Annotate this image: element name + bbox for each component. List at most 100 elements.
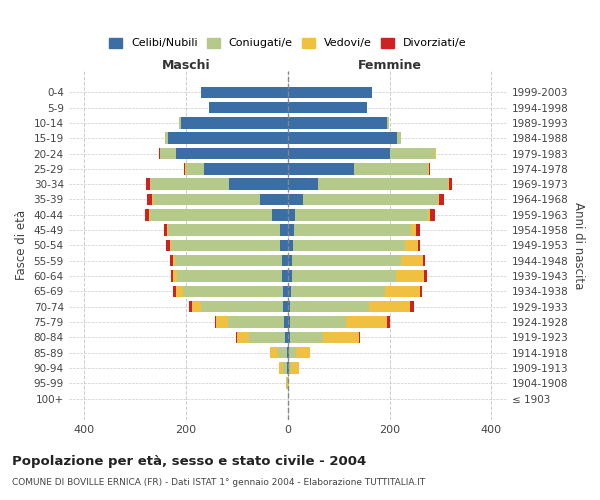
Text: Femmine: Femmine <box>358 60 422 72</box>
Bar <box>287 270 292 282</box>
Bar <box>287 194 444 205</box>
Bar <box>287 178 318 190</box>
Bar <box>260 194 287 205</box>
Bar <box>278 362 287 374</box>
Bar <box>160 148 287 160</box>
Bar <box>283 301 287 312</box>
Bar <box>287 102 367 114</box>
Bar <box>278 362 287 374</box>
Bar <box>287 286 419 297</box>
Bar <box>287 178 452 190</box>
Bar <box>287 378 289 389</box>
Bar <box>287 240 419 251</box>
Bar <box>168 224 287 236</box>
Bar <box>287 209 435 220</box>
Bar <box>287 301 369 312</box>
Bar <box>287 332 323 343</box>
Bar <box>287 224 294 236</box>
Bar <box>170 255 287 266</box>
Bar <box>287 255 292 266</box>
Text: Popolazione per età, sesso e stato civile - 2004: Popolazione per età, sesso e stato civil… <box>12 455 366 468</box>
Bar <box>283 362 287 374</box>
Bar <box>287 224 420 236</box>
Bar <box>287 347 296 358</box>
Bar <box>166 132 287 144</box>
Bar <box>167 224 287 236</box>
Bar <box>209 102 287 114</box>
Bar <box>287 255 422 266</box>
Bar <box>287 86 372 98</box>
Bar <box>190 301 287 312</box>
Bar <box>287 86 372 98</box>
Bar <box>287 362 291 374</box>
Bar <box>287 209 430 220</box>
Bar <box>287 347 289 358</box>
Bar <box>287 132 397 144</box>
Bar <box>283 286 287 297</box>
Bar <box>284 316 287 328</box>
Bar <box>209 102 287 114</box>
Bar <box>287 362 299 374</box>
Bar <box>153 194 287 205</box>
Bar <box>209 102 287 114</box>
Bar <box>173 286 287 297</box>
Bar <box>164 224 287 236</box>
Bar <box>150 209 287 220</box>
Bar <box>287 316 389 328</box>
Y-axis label: Anni di nascita: Anni di nascita <box>572 202 585 289</box>
Bar <box>186 163 287 174</box>
Bar <box>185 163 287 174</box>
Bar <box>287 102 367 114</box>
Bar <box>287 163 429 174</box>
Bar <box>149 209 287 220</box>
Bar <box>287 178 448 190</box>
Bar <box>287 132 401 144</box>
Bar <box>287 347 310 358</box>
Bar <box>287 347 310 358</box>
Bar <box>287 255 425 266</box>
Bar <box>166 240 287 251</box>
Bar <box>287 240 418 251</box>
Bar <box>287 286 291 297</box>
Bar <box>287 132 401 144</box>
Bar <box>272 209 287 220</box>
Bar <box>287 286 385 297</box>
Bar <box>181 117 287 128</box>
Bar <box>287 240 405 251</box>
Bar <box>145 209 287 220</box>
Bar <box>287 148 436 160</box>
Bar <box>287 316 290 328</box>
Bar <box>287 316 387 328</box>
Bar <box>166 132 287 144</box>
Bar <box>215 316 287 328</box>
Bar <box>280 240 287 251</box>
Bar <box>287 270 396 282</box>
Bar <box>173 270 287 282</box>
Bar <box>229 178 287 190</box>
Bar <box>250 332 287 343</box>
Bar <box>287 178 449 190</box>
Bar <box>287 194 303 205</box>
Bar <box>287 332 360 343</box>
Bar <box>287 255 401 266</box>
Bar <box>287 209 295 220</box>
Bar <box>286 378 287 389</box>
Bar <box>270 347 287 358</box>
Bar <box>217 316 287 328</box>
Bar <box>159 148 287 160</box>
Bar <box>270 347 287 358</box>
Bar <box>227 316 287 328</box>
Bar <box>201 86 287 98</box>
Bar <box>287 86 372 98</box>
Bar <box>287 132 401 144</box>
Bar <box>201 86 287 98</box>
Bar <box>287 316 346 328</box>
Bar <box>287 163 430 174</box>
Bar <box>209 102 287 114</box>
Bar <box>287 270 424 282</box>
Bar <box>192 301 287 312</box>
Bar <box>278 347 287 358</box>
Bar <box>203 163 287 174</box>
Bar <box>152 194 287 205</box>
Bar <box>179 117 287 128</box>
